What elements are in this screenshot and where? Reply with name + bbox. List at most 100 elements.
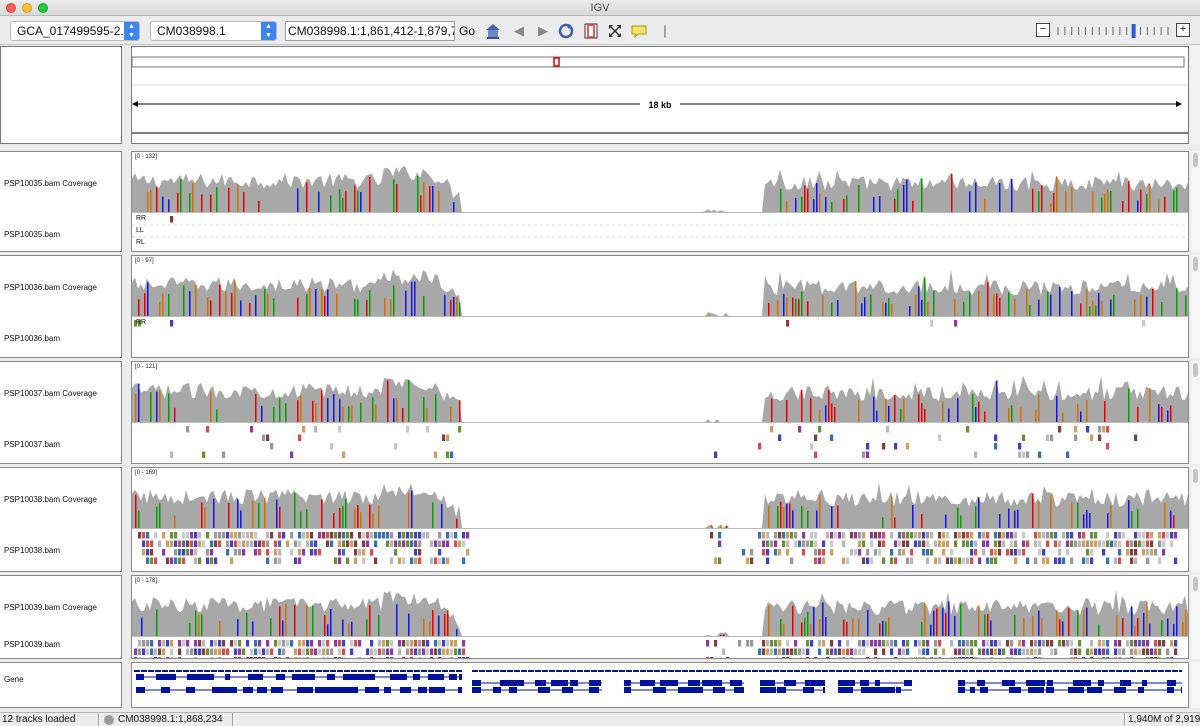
track-scrollbar[interactable]	[1191, 361, 1200, 464]
alignment-reads[interactable]	[170, 426, 1138, 458]
coverage-alignment-canvas[interactable]	[132, 362, 1188, 463]
track-name-panel: PSP10036.bam Coverage PSP10036.bam	[0, 255, 122, 358]
track-data-panel[interactable]: [0 - 178]	[131, 575, 1189, 659]
coverage-track-label[interactable]: PSP10036.bam Coverage	[4, 283, 97, 292]
track-data-panel[interactable]: [0 - 169]	[131, 467, 1189, 572]
header-data-panel[interactable]: 18 kb	[131, 46, 1189, 144]
track-data-panel[interactable]: [0 - 132] RR LL RL	[131, 151, 1189, 252]
strand-group-label: LL	[136, 227, 144, 234]
memory-status: 1,940M of 2,919M	[1128, 714, 1200, 725]
scrollbar-thumb[interactable]	[1193, 153, 1198, 167]
status-separator	[232, 713, 234, 726]
chromosome-dropdown-arrow-icon: ▲ ▼	[261, 22, 276, 40]
track-scrollbar[interactable]	[1191, 151, 1200, 252]
coverage-track-label[interactable]: PSP10038.bam Coverage	[4, 495, 97, 504]
coverage-track-label[interactable]: PSP10035.bam Coverage	[4, 179, 97, 188]
gene-track[interactable]	[132, 663, 1188, 707]
gene-scrollbar[interactable]	[1191, 662, 1200, 708]
genome-dropdown[interactable]: GCA_017499595-2... ▲ ▼	[10, 21, 140, 41]
alignment-reads[interactable]	[170, 216, 174, 223]
track-data-panel[interactable]: [0 - 121]	[131, 361, 1189, 464]
coverage-alignment-canvas[interactable]	[132, 152, 1188, 251]
header-scrollbar	[1191, 46, 1200, 144]
track-scrollbar[interactable]	[1191, 575, 1200, 659]
alignment-track-label[interactable]: PSP10035.bam	[4, 230, 61, 239]
track-name-panel: PSP10038.bam Coverage PSP10038.bam	[0, 467, 122, 572]
alignment-reads[interactable]	[134, 640, 1178, 658]
coverage-alignment-canvas[interactable]	[132, 576, 1188, 658]
alignment-track-label[interactable]: PSP10037.bam	[4, 440, 61, 449]
chromosome-value: CM038998.1	[157, 24, 226, 38]
gene-track-label[interactable]: Gene	[4, 675, 24, 684]
zoom-in-button[interactable]: +	[1176, 23, 1190, 37]
coverage-histogram[interactable]	[132, 269, 1188, 316]
alignment-track-label[interactable]: PSP10038.bam	[4, 546, 61, 555]
go-button[interactable]: Go	[459, 24, 476, 38]
alignment-track-label[interactable]: PSP10039.bam	[4, 640, 61, 649]
status-separator	[1124, 713, 1126, 726]
span-label: 18 kb	[648, 100, 672, 110]
coverage-range-label: [0 - 97]	[135, 258, 154, 264]
coverage-histogram[interactable]	[132, 589, 1188, 636]
chromosome-ideogram[interactable]	[131, 56, 1185, 68]
coverage-track-label[interactable]: PSP10037.bam Coverage	[4, 389, 97, 398]
ruler[interactable]: 18 kb	[131, 47, 1188, 143]
genome-value: GCA_017499595-2...	[17, 24, 131, 38]
coverage-histogram[interactable]	[132, 375, 1188, 422]
roi-icon[interactable]	[582, 22, 600, 40]
gene-features[interactable]	[134, 670, 1182, 693]
coverage-range-label: [0 - 121]	[135, 364, 158, 370]
gene-data-panel[interactable]	[131, 662, 1189, 708]
position-status: CM038998.1:1,868,234	[118, 714, 223, 725]
chromosome-dropdown[interactable]: CM038998.1 ▲ ▼	[150, 21, 277, 41]
toolbar: GCA_017499595-2... ▲ ▼ CM038998.1 ▲ ▼ CM03…	[0, 17, 1200, 45]
coverage-range-label: [0 - 169]	[135, 470, 158, 476]
current-region-marker	[553, 57, 560, 67]
title-bar: IGV	[0, 0, 1200, 16]
zoom-window-button[interactable]	[38, 3, 48, 13]
track-data-panel[interactable]: [0 - 97] RR	[131, 255, 1189, 358]
minimize-window-button[interactable]	[22, 3, 32, 13]
status-indicator-icon	[104, 715, 114, 725]
track-name-panel: PSP10035.bam Coverage PSP10035.bam	[0, 151, 122, 252]
status-bar: 12 tracks loaded CM038998.1:1,868,234 1,…	[0, 712, 1200, 726]
coverage-range-label: [0 - 132]	[135, 154, 158, 160]
coverage-alignment-canvas[interactable]	[132, 468, 1188, 571]
scrollbar-thumb[interactable]	[1193, 363, 1198, 377]
alignment-reads[interactable]	[138, 532, 1178, 564]
zoom-out-button[interactable]: −	[1036, 23, 1050, 37]
zoom-slider[interactable]	[1054, 23, 1172, 39]
tracks-loaded-status: 12 tracks loaded	[2, 714, 76, 725]
coverage-histogram[interactable]	[132, 166, 1188, 212]
close-window-button[interactable]	[6, 3, 16, 13]
refresh-icon[interactable]	[557, 22, 575, 40]
home-icon[interactable]	[484, 22, 502, 40]
alignment-reads[interactable]	[134, 320, 1146, 327]
scrollbar-thumb[interactable]	[1193, 577, 1198, 591]
strand-group-label: RR	[136, 319, 147, 326]
zoom-level-marker[interactable]	[1131, 24, 1136, 38]
scrollbar-thumb[interactable]	[1193, 257, 1198, 271]
resize-icon[interactable]	[606, 22, 624, 40]
genome-dropdown-arrow-icon: ▲ ▼	[124, 22, 139, 40]
gene-name-panel: Gene	[0, 662, 122, 708]
track-scrollbar[interactable]	[1191, 467, 1200, 572]
track-scrollbar[interactable]	[1191, 255, 1200, 358]
track-name-panel: PSP10039.bam Coverage PSP10039.bam	[0, 575, 122, 659]
zoom-widget: − +	[1036, 23, 1192, 39]
alignment-track-label[interactable]: PSP10036.bam	[4, 334, 61, 343]
coverage-histogram[interactable]	[132, 482, 1188, 528]
coverage-range-label: [0 - 178]	[135, 578, 158, 584]
locus-input[interactable]: CM038998.1:1,861,412-1,879,740	[285, 21, 455, 41]
popup-info-icon[interactable]	[630, 22, 648, 40]
scrollbar-thumb[interactable]	[1193, 469, 1198, 483]
status-separator	[98, 713, 100, 726]
back-icon[interactable]: ◀	[514, 23, 524, 38]
forward-icon[interactable]: ▶	[538, 23, 548, 38]
coverage-alignment-canvas[interactable]	[132, 256, 1188, 357]
span-arrow	[132, 98, 1182, 110]
window-title: IGV	[590, 2, 610, 14]
toolbar-separator: |	[663, 23, 667, 38]
coverage-track-label[interactable]: PSP10039.bam Coverage	[4, 603, 97, 612]
